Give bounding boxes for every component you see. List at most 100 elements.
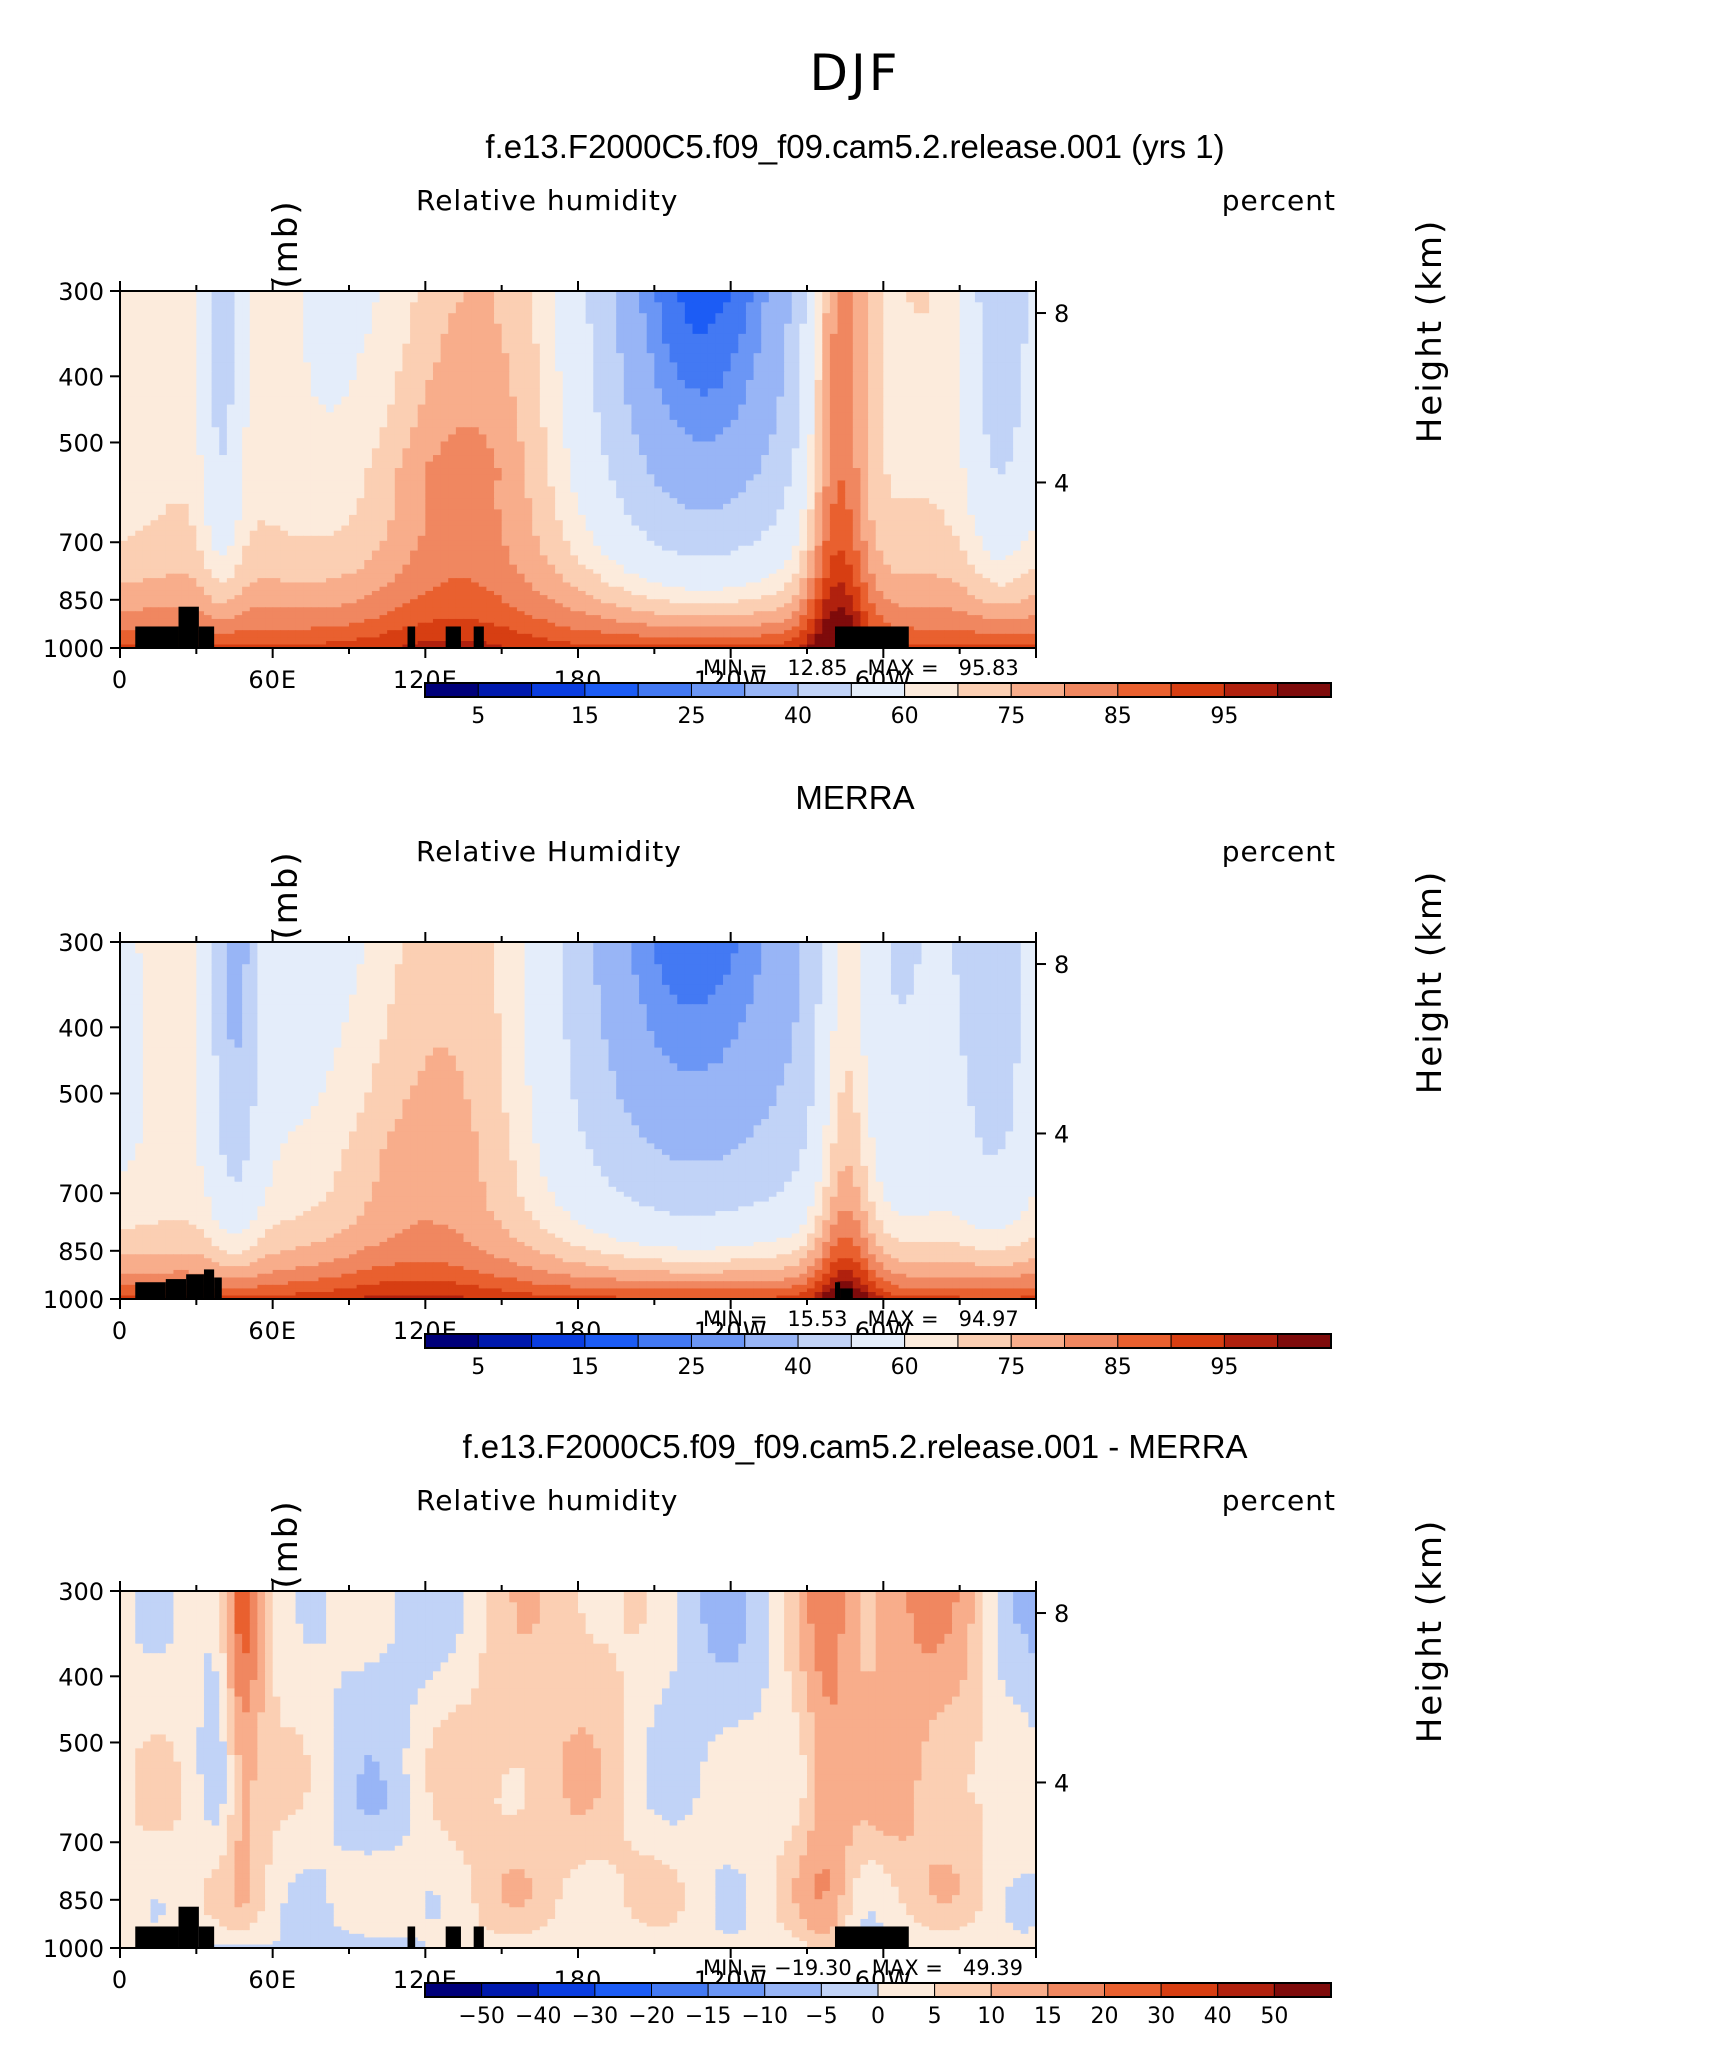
y2-tick-label: 8 <box>1054 300 1069 328</box>
y-tick-label: 500 <box>58 1080 104 1108</box>
y-tick-label: 400 <box>58 1014 104 1042</box>
colorbar-label: 15 <box>571 704 599 729</box>
colorbar-label: 5 <box>471 704 485 729</box>
y2-tick-label: 8 <box>1054 1600 1069 1628</box>
y-tick-label: 850 <box>58 1887 104 1915</box>
x-tick-label: 60E <box>248 1317 297 1345</box>
colorbar-swatch <box>478 683 531 697</box>
colorbar-swatch <box>1274 1983 1331 1997</box>
colorbar-swatch <box>425 683 478 697</box>
panel-title: f.e13.F2000C5.f09_f09.cam5.2.release.001… <box>0 128 1710 166</box>
colorbar-label: 15 <box>1034 2004 1062 2029</box>
x-tick-label: 60E <box>248 1966 297 1994</box>
y2-axis-title: Height (km) <box>1410 181 1450 481</box>
colorbar-swatch <box>1048 1983 1105 1997</box>
panel-merra: MERRA Relative Humidity percent Pressure… <box>0 779 1710 1419</box>
colorbar-swatch <box>1278 1334 1331 1348</box>
colorbar-label: 40 <box>784 704 812 729</box>
colorbar-label: 60 <box>891 704 919 729</box>
colorbar-label: 50 <box>1260 2004 1288 2029</box>
colorbar-swatch <box>798 683 851 697</box>
colorbar-label: 85 <box>1104 1355 1132 1380</box>
contour-fill <box>120 942 1037 1300</box>
colorbar-swatch <box>1224 683 1277 697</box>
colorbar-swatch <box>821 1983 878 1997</box>
y-tick-label: 850 <box>58 587 104 615</box>
colorbar-swatch <box>851 1334 904 1348</box>
main-title: DJF <box>0 44 1710 102</box>
colorbar-label: −5 <box>805 2004 837 2029</box>
y-tick-label: 300 <box>58 278 104 306</box>
y-tick-label: 700 <box>58 1829 104 1857</box>
colorbar-label: 95 <box>1210 1355 1238 1380</box>
colorbar-swatch <box>958 1334 1011 1348</box>
colorbar-swatch <box>595 1983 652 1997</box>
colorbar-label: 0 <box>871 2004 885 2029</box>
colorbar-label: 40 <box>1204 2004 1232 2029</box>
colorbar-label: 10 <box>977 2004 1005 2029</box>
colorbar-label: −20 <box>628 2004 674 2029</box>
colorbar-label: −15 <box>685 2004 731 2029</box>
colorbar-swatch <box>691 1334 744 1348</box>
colorbar-swatch <box>1011 1334 1064 1348</box>
y-tick-label: 300 <box>58 929 104 957</box>
panel-title: f.e13.F2000C5.f09_f09.cam5.2.release.001… <box>0 1428 1710 1466</box>
panel-model: f.e13.F2000C5.f09_f09.cam5.2.release.001… <box>0 128 1710 768</box>
contour-fill <box>120 291 1037 649</box>
colorbar-label: 30 <box>1147 2004 1175 2029</box>
colorbar-label: 95 <box>1210 704 1238 729</box>
colorbar-swatch <box>745 1334 798 1348</box>
colorbar-swatch <box>1171 683 1224 697</box>
colorbar-label: −40 <box>515 2004 561 2029</box>
y2-axis-title: Height (km) <box>1410 832 1450 1132</box>
colorbar-label: −10 <box>742 2004 788 2029</box>
y-tick-label: 1000 <box>43 635 104 663</box>
min-max-readout: MIN = 12.85 MAX = 95.83 <box>703 656 1019 680</box>
colorbar-label: 40 <box>784 1355 812 1380</box>
y2-tick-label: 4 <box>1054 469 1069 497</box>
colorbar-label: 75 <box>997 704 1025 729</box>
colorbar-label: 20 <box>1091 2004 1119 2029</box>
colorbar-swatch <box>538 1983 595 1997</box>
colorbar-swatch <box>1224 1334 1277 1348</box>
y2-tick-label: 4 <box>1054 1120 1069 1148</box>
colorbar-swatch <box>532 1334 585 1348</box>
colorbar-swatch <box>991 1983 1048 1997</box>
colorbar-swatch <box>1218 1983 1275 1997</box>
y-tick-label: 500 <box>58 429 104 457</box>
colorbar-label: 5 <box>928 2004 942 2029</box>
y-tick-label: 1000 <box>43 1935 104 1963</box>
colorbar-swatch <box>935 1983 992 1997</box>
colorbar-swatch <box>745 683 798 697</box>
y-tick-label: 1000 <box>43 1286 104 1314</box>
y-tick-label: 300 <box>58 1578 104 1606</box>
colorbar-swatch <box>482 1983 539 1997</box>
y-tick-label: 700 <box>58 529 104 557</box>
colorbar-label: −30 <box>572 2004 618 2029</box>
y-tick-label: 500 <box>58 1729 104 1757</box>
min-max-readout: MIN = 15.53 MAX = 94.97 <box>703 1307 1019 1331</box>
colorbar-swatch <box>532 683 585 697</box>
colorbar-label: 25 <box>677 1355 705 1380</box>
colorbar-swatch <box>638 683 691 697</box>
colorbar-label: 15 <box>571 1355 599 1380</box>
colorbar-swatch <box>1118 683 1171 697</box>
colorbar-swatch <box>1065 683 1118 697</box>
colorbar-label: 85 <box>1104 704 1132 729</box>
colorbar-label: 75 <box>997 1355 1025 1380</box>
x-tick-label: 0 <box>112 1317 128 1345</box>
colorbar-swatch <box>585 683 638 697</box>
y2-tick-label: 8 <box>1054 951 1069 979</box>
x-tick-label: 0 <box>112 666 128 694</box>
x-tick-label: 60E <box>248 666 297 694</box>
panel-difference: f.e13.F2000C5.f09_f09.cam5.2.release.001… <box>0 1428 1710 2068</box>
min-max-readout: MIN = −19.30 MAX = 49.39 <box>703 1956 1023 1980</box>
colorbar-swatch <box>1161 1983 1218 1997</box>
colorbar-swatch <box>691 683 744 697</box>
colorbar-swatch <box>638 1334 691 1348</box>
colorbar-label: 60 <box>891 1355 919 1380</box>
colorbar-swatch <box>851 683 904 697</box>
